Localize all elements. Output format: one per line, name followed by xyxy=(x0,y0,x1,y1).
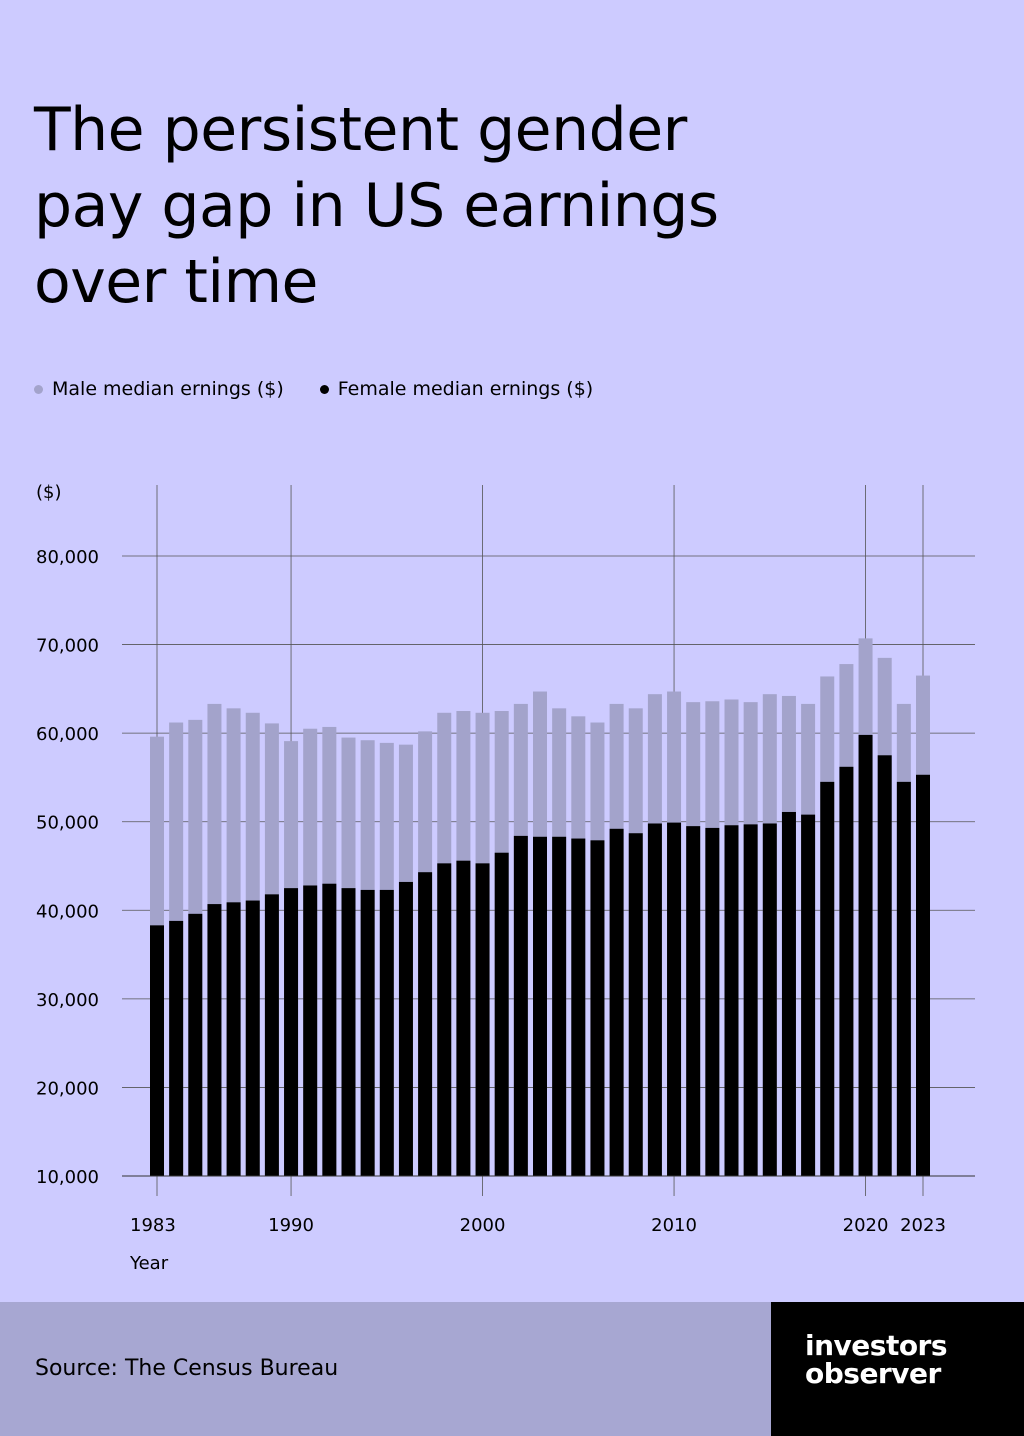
source-text: Source: The Census Bureau xyxy=(35,1356,339,1381)
bar-female xyxy=(858,734,873,1176)
x-tick-label: 2000 xyxy=(460,1215,506,1236)
bar-female xyxy=(533,836,547,1176)
y-tick-label: 40,000 xyxy=(36,901,99,922)
bar-female xyxy=(226,902,241,1176)
bar-female xyxy=(724,825,739,1176)
bar-female xyxy=(552,836,567,1176)
legend-item-male: Male median ernings ($) xyxy=(34,378,284,400)
logo-line-2: observer xyxy=(805,1357,941,1390)
bar-female xyxy=(456,860,471,1176)
bar-female xyxy=(571,838,586,1176)
bar-female xyxy=(628,833,643,1176)
bar-female xyxy=(360,889,375,1176)
bar-female xyxy=(303,885,318,1176)
legend-item-female: Female median ernings ($) xyxy=(319,378,594,400)
bar-female xyxy=(667,822,682,1176)
chart-title: The persistent gender pay gap in US earn… xyxy=(34,95,719,317)
y-tick-label: 20,000 xyxy=(36,1078,99,1099)
bar-female xyxy=(762,823,777,1176)
investors-observer-logo: investors observer xyxy=(805,1329,948,1390)
bar-female xyxy=(877,755,892,1176)
bar-female xyxy=(494,852,509,1176)
y-tick-label: 70,000 xyxy=(36,636,99,657)
legend-male-label: Male median ernings ($) xyxy=(52,378,284,400)
logo-panel: investors observer xyxy=(771,1302,1024,1436)
y-tick-label: 30,000 xyxy=(36,990,99,1011)
x-axis-label: Year xyxy=(129,1253,169,1274)
x-tick-label: 2023 xyxy=(900,1215,946,1236)
y-tick-label: 10,000 xyxy=(36,1167,99,1188)
y-tick-label: 50,000 xyxy=(36,813,99,834)
bar-female xyxy=(609,828,624,1176)
bar-female xyxy=(169,920,184,1176)
footer: Source: The Census Bureau investors obse… xyxy=(0,1302,1024,1436)
y-axis-label: ($) xyxy=(36,482,62,503)
bar-female xyxy=(513,835,528,1176)
bar-female xyxy=(839,766,854,1176)
bar-female xyxy=(379,889,394,1176)
bar-female xyxy=(820,781,835,1176)
bar-female xyxy=(743,824,758,1176)
logo-line-1: investors xyxy=(805,1329,948,1362)
x-tick-label: 2020 xyxy=(843,1215,889,1236)
bar-female xyxy=(245,900,260,1176)
bar-chart: 10,000 20,000 30,000 40,000 50,000 60,000 70,0… xyxy=(36,482,975,1274)
bar-female xyxy=(284,888,299,1176)
bar-female xyxy=(916,774,930,1176)
x-tick-label: 1983 xyxy=(130,1215,176,1236)
bar-female xyxy=(264,894,279,1176)
bar-female xyxy=(590,840,605,1176)
legend-female-dot xyxy=(319,384,329,394)
y-tick-label: 60,000 xyxy=(36,724,99,745)
legend-female-label: Female median ernings ($) xyxy=(337,378,594,400)
bar-female xyxy=(686,826,701,1176)
x-tick-label: 1990 xyxy=(268,1215,314,1236)
bar-female xyxy=(398,881,413,1176)
x-tick-label: 2010 xyxy=(651,1215,697,1236)
bar-female xyxy=(437,863,452,1176)
bar-female xyxy=(801,814,816,1176)
bar-female xyxy=(341,888,356,1176)
bar-female xyxy=(475,863,490,1176)
legend-male-dot xyxy=(34,384,43,394)
bar-female xyxy=(418,872,433,1176)
footer-source-panel: Source: The Census Bureau xyxy=(0,1302,771,1436)
legend: Male median ernings ($) Female median er… xyxy=(34,378,593,400)
bar-female xyxy=(705,827,720,1176)
bar-female xyxy=(150,925,164,1176)
bar-female xyxy=(188,913,203,1176)
y-tick-label: 80,000 xyxy=(36,547,99,568)
bar-female xyxy=(647,823,662,1176)
bar-female xyxy=(781,811,796,1176)
bar-female xyxy=(207,904,222,1176)
bar-female xyxy=(322,883,337,1176)
bar-female xyxy=(896,781,911,1176)
